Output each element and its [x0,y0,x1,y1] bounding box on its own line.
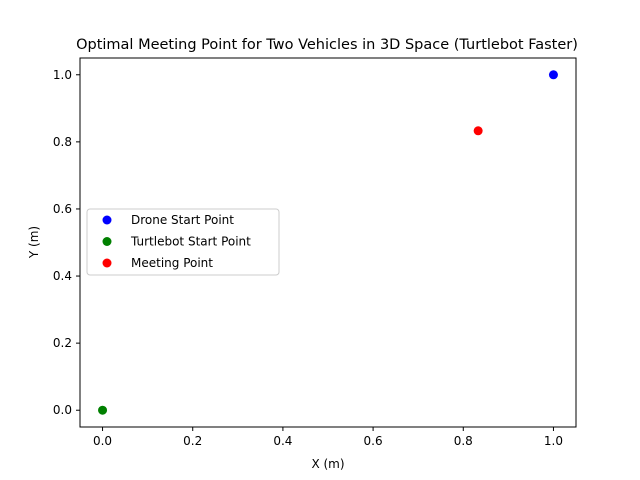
x-tick-label: 1.0 [544,434,563,448]
x-tick-label: 0.0 [93,434,112,448]
x-tick-label: 0.2 [183,434,202,448]
chart-title: Optimal Meeting Point for Two Vehicles i… [76,37,578,53]
legend: Drone Start Point Turtlebot Start Point Me… [86,208,280,276]
legend-label: Meeting Point [131,256,213,270]
y-tick-label: 0.4 [53,269,72,283]
x-axis-ticks: 0.0 0.2 0.4 0.6 0.8 1.0 [93,427,563,448]
y-tick-label: 0.2 [53,336,72,350]
legend-marker [102,258,112,268]
y-tick-label: 1.0 [53,68,72,82]
y-tick-label: 0.8 [53,135,72,149]
x-tick-label: 0.4 [273,434,292,448]
y-axis-ticks: 0.0 0.2 0.4 0.6 0.8 1.0 [53,68,80,417]
legend-box [86,208,280,276]
y-tick-label: 0.0 [53,403,72,417]
data-points [98,70,558,415]
x-tick-label: 0.6 [364,434,383,448]
x-axis-label: X (m) [311,457,344,471]
y-tick-label: 0.6 [53,202,72,216]
legend-label: Drone Start Point [131,213,234,227]
y-axis-label: Y (m) [27,226,41,259]
data-point [98,405,108,415]
legend-label: Turtlebot Start Point [130,235,251,249]
legend-marker [102,237,112,246]
data-point [548,70,558,80]
legend-marker [102,215,112,225]
x-tick-label: 0.8 [454,434,473,448]
data-point [473,126,483,136]
